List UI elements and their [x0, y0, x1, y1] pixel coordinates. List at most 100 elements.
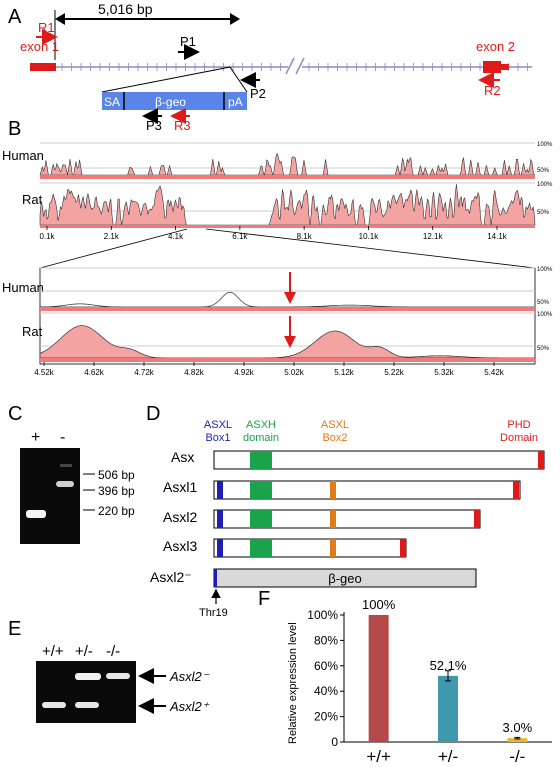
y-tick-label: 20% — [314, 710, 338, 724]
exon2-block — [483, 61, 501, 73]
axis-tick-label: 2.1k — [104, 232, 120, 241]
asxl3-phd-domain — [400, 539, 406, 557]
axis-tick-label: 12.1k — [423, 232, 444, 241]
y-tick-label: 60% — [314, 659, 338, 673]
asxl2-box1 — [217, 510, 223, 528]
band-mut-lane3 — [106, 673, 130, 679]
zoom-human-pct-100: 100% — [537, 267, 553, 273]
human-pct-100: 100% — [537, 142, 553, 148]
protein-label-asxl1: Asxl1 — [163, 479, 197, 495]
gel-image-e — [36, 661, 136, 723]
panel-a: A 5,016 bp R1 exon 1 exon 2 P1 P2 — [8, 1, 532, 133]
primer-r2-label: R2 — [484, 83, 501, 98]
gene-break-mark-left — [285, 57, 295, 75]
distance-label: 5,016 bp — [98, 1, 153, 17]
protein-asxl3 — [213, 538, 407, 558]
panel-b: B Human 100% 50% Rat 100% 50% 0.1k 2.1k 4.… — [2, 118, 553, 377]
human-baseline-bar — [40, 175, 535, 179]
zoom-rat-baseline-bar — [40, 358, 535, 362]
axis-tick-label: 4.92k — [234, 368, 255, 377]
axis-tick-label: 5.22k — [384, 368, 405, 377]
exon2-label: exon 2 — [476, 39, 515, 54]
y-tick-label: 80% — [314, 633, 338, 647]
asxl2-phd-domain — [474, 510, 480, 528]
bar — [507, 738, 528, 742]
fusion-geo-label: β-geo — [328, 571, 362, 586]
expression-bar-chart: 0 20% 40% 60% 80% 100% 100% +/+ 52.1% +/- 3.0% -/- — [307, 597, 552, 766]
header-box1-line2: Box1 — [205, 432, 230, 444]
primer-p3-label: P3 — [146, 118, 162, 133]
panel-c: C + - 506 bp 396 bp 220 bp — [8, 403, 135, 544]
cassette-pa-label: pA — [228, 95, 243, 109]
band-mut-lane2 — [75, 673, 101, 680]
zoom-human-baseline-bar — [40, 307, 535, 311]
asxl1-box2 — [330, 481, 336, 499]
distance-arrowhead-left — [55, 13, 65, 25]
zoom-row-label-rat: Rat — [22, 324, 43, 339]
insertion-site-arrowhead-human — [284, 292, 296, 304]
header-asxh-line1: ASXH — [246, 419, 276, 431]
rat-baseline-bar — [40, 225, 535, 228]
thr19-label: Thr19 — [199, 607, 228, 619]
panel-f: F Relative expression level 0 20% 40% 60% 80… — [258, 588, 552, 766]
header-box2-line2: Box2 — [322, 432, 347, 444]
panel-e: E +/+ +/- -/- Asxl2⁻ Asxl2⁺ — [8, 618, 210, 723]
zoom-line-left — [39, 228, 188, 269]
asxl2-minus-box1-remnant — [214, 569, 217, 587]
bar-value-label: 52.1% — [430, 658, 467, 673]
panel-f-letter: F — [258, 588, 270, 610]
bar-value-label: 100% — [362, 597, 396, 612]
band-faint-506bp — [60, 464, 72, 467]
asxl3-box2 — [330, 539, 336, 557]
zoom-row-label-human: Human — [2, 280, 44, 295]
axis-tick-label: 4.52k — [34, 368, 55, 377]
human-conservation-profile — [39, 153, 535, 177]
axis-tick-label: 0.1k — [39, 232, 55, 241]
insertion-site-arrowhead-rat — [284, 336, 296, 348]
rat-conservation-profile — [39, 184, 536, 226]
primer-r1-label: R1 — [38, 20, 55, 35]
protein-label-asxl2: Asxl2 — [163, 509, 197, 525]
axis-tick-label: 10.1k — [359, 232, 380, 241]
primer-p2-label: P2 — [250, 86, 266, 101]
lane-label-wt: +/+ — [42, 643, 64, 660]
panel-b-letter: B — [8, 118, 21, 140]
panel-d: D ASXL Box1 ASXH domain ASXL Box2 PHD Do… — [146, 403, 545, 619]
lane-label-minus: - — [60, 429, 65, 446]
axis-tick-label: 5.32k — [434, 368, 455, 377]
protein-label-asx: Asx — [171, 449, 194, 465]
y-tick-label: 40% — [314, 684, 338, 698]
protein-asxl1 — [213, 480, 521, 500]
primer-r3-label: R3 — [174, 118, 191, 133]
distance-arrowhead-right — [230, 13, 240, 25]
x-category-label: -/- — [509, 747, 525, 766]
header-phd-line1: PHD — [507, 419, 530, 431]
zoom-rat-profile — [39, 325, 535, 359]
gene-break-mark-right — [295, 57, 305, 75]
header-box1-line1: ASXL — [204, 419, 232, 431]
asxl3-box1 — [217, 539, 223, 557]
band-label-wildtype: Asxl2⁺ — [169, 699, 210, 714]
x-category-label: +/- — [438, 747, 458, 766]
asx-phd-domain — [538, 451, 544, 469]
lane-label-ko: -/- — [106, 643, 120, 660]
lane-label-plus: + — [31, 429, 40, 446]
human-pct-50: 50% — [537, 168, 550, 174]
exon1-label: exon 1 — [20, 39, 59, 54]
primer-p1-label: P1 — [180, 34, 196, 49]
protein-label-asxl3: Asxl3 — [163, 538, 197, 554]
header-asxh-line2: domain — [243, 432, 279, 444]
gel-image-c — [20, 448, 80, 544]
zoom-rat-pct-50: 50% — [537, 346, 550, 352]
zoom-rat-pct-100: 100% — [537, 312, 553, 318]
row-label-rat: Rat — [22, 192, 43, 207]
cassette-geo-label: β-geo — [155, 95, 186, 109]
asxl2-box2 — [330, 510, 336, 528]
panel-e-letter: E — [8, 618, 21, 640]
band-220bp — [26, 510, 46, 518]
asxl2-asxh-domain — [250, 510, 272, 528]
cassette-sa-label: SA — [104, 95, 120, 109]
exon2-tail — [501, 64, 509, 70]
asxl1-phd-domain — [513, 481, 519, 499]
